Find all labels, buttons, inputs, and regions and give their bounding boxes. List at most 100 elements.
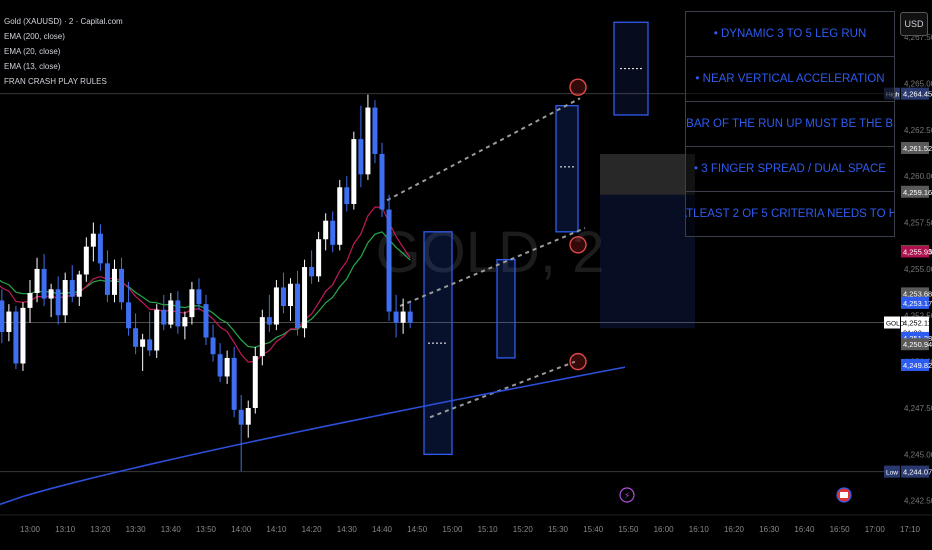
candle-body xyxy=(48,289,54,299)
symbol-title[interactable]: Gold (XAUUSD) · 2 · Capital.com xyxy=(4,17,123,26)
y-tick-label: 4,247.500 xyxy=(904,404,932,413)
candle xyxy=(259,309,265,366)
x-tick-label: 13:10 xyxy=(55,525,76,534)
y-tick-label: 4,265.000 xyxy=(904,79,932,88)
candle-body xyxy=(90,233,96,247)
candle xyxy=(119,257,125,310)
candle-body xyxy=(407,311,413,323)
candle-body xyxy=(287,283,293,306)
lightning-icon xyxy=(619,487,635,503)
candle-body xyxy=(196,289,202,305)
x-tick-label: 13:50 xyxy=(196,525,217,534)
candle xyxy=(41,254,47,306)
candle xyxy=(252,346,258,414)
candle xyxy=(393,294,399,338)
currency-button[interactable]: USD xyxy=(900,12,928,36)
candle-body xyxy=(245,408,251,425)
candle-body xyxy=(168,300,174,325)
legend-script[interactable]: FRAN CRASH PLAY RULES xyxy=(4,77,107,86)
candle-body xyxy=(55,289,61,316)
candle-body xyxy=(69,280,75,297)
candle-body xyxy=(34,268,40,294)
candle-body xyxy=(133,328,139,347)
candle xyxy=(133,313,139,355)
candle-body xyxy=(337,187,343,245)
candle xyxy=(400,298,406,334)
candle-body xyxy=(0,300,5,332)
candle xyxy=(351,131,357,210)
x-tick-label: 14:00 xyxy=(231,525,252,534)
x-tick-label: 15:40 xyxy=(583,525,604,534)
ema200-line xyxy=(0,366,626,506)
price-tag xyxy=(901,338,929,351)
y-tick-label: 4,242.500 xyxy=(904,497,932,506)
price-tag-name-box xyxy=(884,465,900,478)
candle-body xyxy=(358,139,364,175)
candle xyxy=(372,100,378,164)
price-tag-name: Low xyxy=(886,470,898,477)
price-tag xyxy=(901,358,929,371)
legend-ema200[interactable]: EMA (200, close) xyxy=(4,32,65,41)
price-tag-value: 4,252.110 xyxy=(903,319,932,328)
candle-body xyxy=(27,293,33,308)
candle-body xyxy=(13,311,19,364)
leg-box xyxy=(423,231,453,456)
symbol-watermark: GOLD, 2 xyxy=(376,220,605,285)
candle-body xyxy=(182,317,188,327)
y-tick-label: 4,260.000 xyxy=(904,172,932,181)
candle-body xyxy=(6,311,12,332)
candle xyxy=(27,280,33,323)
zone-blue xyxy=(600,194,695,329)
candle-body xyxy=(83,246,89,275)
candle-body xyxy=(203,304,209,338)
candle-body xyxy=(365,107,371,175)
candle xyxy=(34,257,40,303)
candle xyxy=(231,346,237,418)
y-tick-label: 4,257.500 xyxy=(904,219,932,228)
candle xyxy=(238,395,244,472)
price-tag-value: 4,259.160 xyxy=(903,188,932,197)
candle-body xyxy=(210,337,216,355)
legend-ema20[interactable]: EMA (20, close) xyxy=(4,47,61,56)
trend-line xyxy=(379,97,581,205)
price-tag-value: 4,261.520 xyxy=(903,144,932,153)
candle-body xyxy=(224,357,230,377)
candle xyxy=(196,278,202,310)
x-tick-label: 14:30 xyxy=(337,525,358,534)
candle-body xyxy=(323,220,329,240)
candle xyxy=(330,211,336,253)
rule-row: • DYNAMIC 3 TO 5 LEG RUN xyxy=(685,11,895,57)
price-tag-value: 4,253.680 xyxy=(903,289,932,298)
candle-body xyxy=(41,268,47,299)
candle xyxy=(83,237,89,282)
price-tag xyxy=(901,245,929,258)
candle xyxy=(147,311,153,357)
legend-ema13[interactable]: EMA (13, close) xyxy=(4,62,61,71)
crash-marker xyxy=(569,352,587,371)
candle xyxy=(316,231,322,282)
candle-body xyxy=(231,357,237,410)
price-tag xyxy=(901,87,929,100)
flag-icon-stripe xyxy=(840,492,848,498)
candle xyxy=(295,270,301,336)
leg-box xyxy=(555,105,579,233)
candle xyxy=(203,294,209,345)
price-tag xyxy=(901,141,929,154)
candle xyxy=(302,259,308,338)
x-tick-label: 16:30 xyxy=(759,525,780,534)
candle-body xyxy=(266,317,272,325)
price-tag-value: 4,253.170 xyxy=(903,299,932,308)
candle-body xyxy=(154,309,160,351)
x-tick-label: 16:20 xyxy=(724,525,745,534)
candle-body xyxy=(161,309,167,325)
candle-body xyxy=(140,339,146,347)
rules-table: • DYNAMIC 3 TO 5 LEG RUN • NEAR VERTICAL… xyxy=(685,11,895,237)
candle-body xyxy=(104,263,110,295)
candle xyxy=(337,179,343,251)
candle xyxy=(0,289,5,344)
candle xyxy=(266,294,272,332)
candle xyxy=(280,272,286,314)
indicator-legend: Gold (XAUUSD) · 2 · Capital.com EMA (200… xyxy=(4,14,123,89)
candle-body xyxy=(20,307,26,364)
x-tick-label: 17:00 xyxy=(865,525,886,534)
